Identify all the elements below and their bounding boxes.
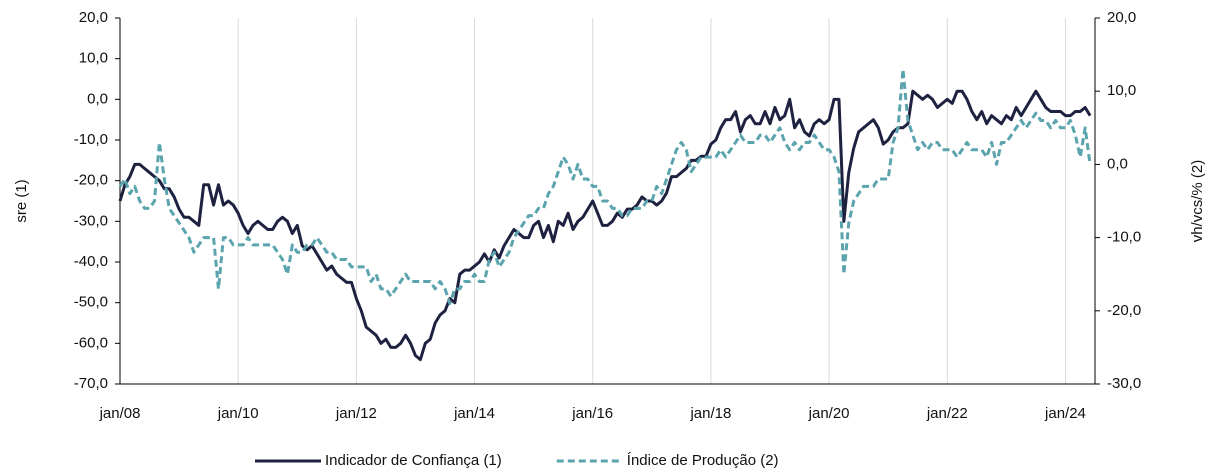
y-tick-label: 10,0: [79, 50, 108, 67]
y-axis-title: sre (1): [13, 179, 30, 222]
y2-tick-label: -20,0: [1107, 302, 1141, 319]
x-tick-label: jan/10: [217, 405, 259, 422]
x-tick-label: jan/24: [1044, 405, 1086, 422]
y2-tick-label: 0,0: [1107, 155, 1128, 172]
series-line: [118, 89, 1092, 362]
series-line: [118, 67, 1092, 305]
y-tick-label: -50,0: [74, 294, 108, 311]
x-tick-label: jan/20: [808, 405, 850, 422]
x-tick-label: jan/18: [689, 405, 731, 422]
y2-tick-label: -10,0: [1107, 229, 1141, 246]
y-tick-label: -10,0: [74, 131, 108, 148]
y-tick-label: -40,0: [74, 253, 108, 270]
x-tick-label: jan/22: [926, 405, 968, 422]
y-tick-label: 20,0: [79, 9, 108, 26]
y-tick-label: -60,0: [74, 334, 108, 351]
legend-label: Indicador de Confiança (1): [325, 452, 502, 469]
y2-tick-label: 10,0: [1107, 82, 1136, 99]
x-tick-label: jan/16: [571, 405, 613, 422]
y-tick-label: -70,0: [74, 375, 108, 392]
y2-tick-label: 20,0: [1107, 9, 1136, 26]
y-tick-label: -30,0: [74, 212, 108, 229]
x-tick-label: jan/08: [99, 405, 141, 422]
x-tick-label: jan/14: [453, 405, 495, 422]
y2-axis-title: vh/vcs/% (2): [1189, 160, 1206, 243]
x-tick-label: jan/12: [335, 405, 377, 422]
y2-tick-label: -30,0: [1107, 375, 1141, 392]
legend-label: Índice de Produção (2): [627, 452, 779, 469]
y-tick-label: -20,0: [74, 172, 108, 189]
y-tick-label: 0,0: [87, 90, 108, 107]
